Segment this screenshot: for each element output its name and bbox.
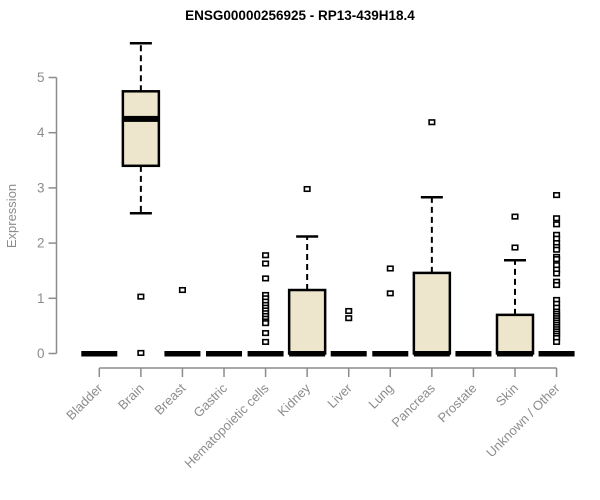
outlier-point <box>553 282 561 289</box>
x-category-label: Pancreas <box>389 380 439 430</box>
outlier-point <box>262 260 270 267</box>
outlier-point <box>262 330 270 337</box>
boxplot-bladder <box>81 351 118 357</box>
y-tick-label: 4 <box>37 125 45 140</box>
outlier-point <box>345 307 353 315</box>
y-axis-title: Expression <box>4 184 19 248</box>
box <box>412 271 452 355</box>
outlier-point <box>386 290 394 297</box>
boxplot-kidney <box>287 185 327 357</box>
zero-bar <box>330 351 367 357</box>
x-category-label: Liver <box>324 380 355 411</box>
zero-bar <box>206 351 243 357</box>
x-category-label: Brain <box>115 381 147 413</box>
median-line <box>289 351 326 357</box>
outlier-point <box>553 256 561 263</box>
y-tick-label: 2 <box>37 236 45 251</box>
boxplot-skin <box>495 213 535 357</box>
outlier-point <box>553 221 561 228</box>
plot-area <box>81 42 575 357</box>
outlier-point <box>262 320 270 327</box>
x-category-label: Bladder <box>63 380 106 423</box>
outlier-point <box>553 270 561 277</box>
boxplot-gastric <box>206 351 243 357</box>
y-axis: 0 1 2 3 4 5 <box>37 70 58 361</box>
outlier-point <box>262 252 270 259</box>
outlier-point <box>262 338 270 345</box>
zero-bar <box>247 351 284 357</box>
outlier-point <box>137 293 145 300</box>
outlier-point <box>386 265 394 272</box>
x-category-label: Prostate <box>435 381 480 426</box>
y-tick-label: 5 <box>37 70 45 85</box>
outlier-point <box>553 192 561 199</box>
x-category-label: Unknown / Other <box>483 380 563 460</box>
boxplot-liver <box>330 307 367 357</box>
zero-bar <box>455 351 492 357</box>
outlier-point <box>511 213 519 220</box>
boxplot-unknown-other <box>538 192 575 357</box>
box <box>495 313 535 355</box>
boxplot-pancreas <box>412 119 452 357</box>
outlier-point <box>553 338 561 345</box>
outlier-point <box>553 246 561 253</box>
x-category-label: Skin <box>493 381 521 409</box>
box <box>287 288 327 355</box>
outlier-point <box>345 315 353 322</box>
outlier-point <box>137 349 145 356</box>
boxplot-brain <box>121 42 161 356</box>
boxplot-hematopoietic-cells <box>247 252 284 357</box>
y-tick-label: 1 <box>37 291 45 306</box>
box <box>121 90 161 168</box>
outlier-point <box>303 185 311 193</box>
median-line <box>122 115 159 122</box>
median-line <box>413 351 450 357</box>
outlier-point <box>428 119 436 126</box>
median-line <box>497 351 533 357</box>
zero-bar <box>164 351 201 357</box>
zero-bar <box>372 351 409 357</box>
boxplot-breast <box>164 286 201 357</box>
boxplot-prostate <box>455 351 492 357</box>
zero-bar <box>538 351 575 357</box>
x-category-label: Lung <box>365 381 396 412</box>
outlier-point <box>178 286 186 294</box>
outlier-point <box>511 244 519 251</box>
y-tick-label: 0 <box>37 346 45 361</box>
x-category-label: Gastric <box>190 380 230 420</box>
outlier-point <box>262 275 270 282</box>
boxplot-lung <box>372 265 409 357</box>
x-category-label: Breast <box>151 380 188 417</box>
x-category-label: Kidney <box>275 380 314 419</box>
zero-bar <box>81 351 118 357</box>
outlier-point <box>553 215 561 222</box>
y-tick-label: 3 <box>37 180 45 195</box>
chart-title: ENSG00000256925 - RP13-439H18.4 <box>185 8 415 23</box>
